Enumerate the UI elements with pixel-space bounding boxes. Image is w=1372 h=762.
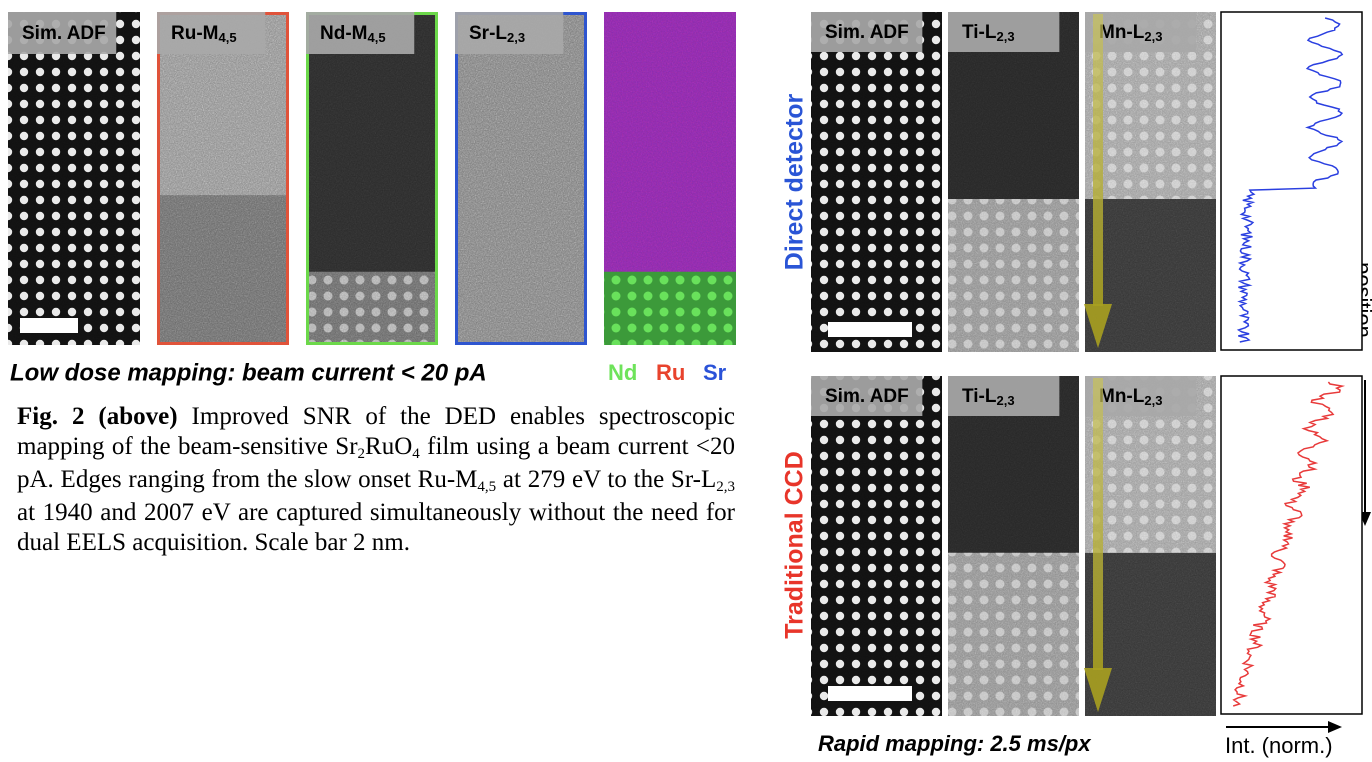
label-box [1085, 12, 1197, 52]
panel-label-text: Sim. ADF [22, 23, 106, 44]
panel-label-text: Ru-M [171, 23, 218, 44]
panel-label: Sim. ADF [825, 22, 909, 43]
caption-text: at 279 eV to the Sr-L [496, 466, 717, 493]
guide-arrow [1093, 14, 1103, 306]
panel-label-text: Ti-L [962, 386, 997, 407]
label-box [811, 376, 923, 416]
caption-text: RuO [365, 433, 413, 460]
profile-frame [1220, 375, 1363, 715]
panel-label-sub: 4,5 [367, 30, 385, 45]
panel-label-text: Mn-L [1099, 22, 1145, 43]
scale-bar [20, 318, 78, 333]
caption-text: Improved SNR of the DED enables spectros… [17, 403, 735, 460]
panel-label: Ru-M4,5 [171, 23, 237, 45]
label-box [948, 12, 1060, 52]
caption-text: at 1940 and 2007 eV are captured simulta… [17, 499, 735, 556]
panel-label: Ti-L2,3 [962, 386, 1015, 408]
caption-lead: Fig. 2 (above) [17, 403, 178, 430]
panel-label-sub: 2,3 [1144, 393, 1162, 408]
panel-label-text: Mn-L [1099, 386, 1145, 407]
label-box [811, 12, 923, 52]
image-layer [1085, 376, 1216, 716]
image-layer [948, 376, 1079, 716]
profile-frame [1220, 11, 1363, 351]
scale-bar [828, 322, 912, 337]
image-layer [1085, 12, 1216, 352]
panel-label: Sr-L2,3 [469, 23, 525, 45]
figure-caption: Fig. 2 (above) Improved SNR of the DED e… [17, 402, 735, 558]
caption-sub: 2 [357, 446, 366, 462]
row-label: Traditional CCD [781, 451, 809, 639]
panel-label: Sim. ADF [22, 23, 106, 44]
image-layer [604, 271, 736, 345]
label-box [1085, 376, 1197, 416]
label-box [157, 12, 266, 54]
caption-sub: 4,5 [477, 479, 497, 495]
right-caption: Rapid mapping: 2.5 ms/px [818, 731, 1091, 756]
panel-label-sub: 4,5 [218, 30, 236, 45]
guide-arrow [1093, 378, 1103, 670]
panel-label: Mn-L2,3 [1099, 386, 1162, 408]
label-box [948, 376, 1060, 416]
image-layer [811, 376, 942, 716]
intensity-profile [1232, 381, 1346, 707]
caption-sub: 2,3 [716, 479, 735, 495]
panel-label-sub: 2,3 [996, 393, 1014, 408]
panel-label-text: Ti-L [962, 22, 997, 43]
panel-label-sub: 2,3 [507, 30, 525, 45]
panel-label-text: Sim. ADF [825, 386, 909, 407]
left-caption: Low dose mapping: beam current < 20 pA [10, 359, 487, 386]
panel-label: Sim. ADF [825, 386, 909, 407]
label-box [8, 12, 117, 54]
intensity-profile [1236, 17, 1344, 343]
image-layer [306, 12, 438, 345]
image-layer [8, 12, 140, 345]
intensity-arrow-head [1328, 721, 1342, 733]
guide-arrow-head [1084, 668, 1112, 712]
label-box [455, 12, 564, 54]
caption-sub: 4 [412, 446, 420, 462]
legend-sr: Sr [703, 360, 727, 385]
legend-nd: Nd [608, 360, 637, 385]
panel-label-text: Nd-M [320, 23, 367, 44]
image-layer [948, 12, 1079, 352]
panel-label-text: Sim. ADF [825, 22, 909, 43]
image-layer [811, 12, 942, 352]
image-layer [157, 12, 289, 345]
guide-arrow-head [1084, 304, 1112, 348]
panel-label-text: Sr-L [469, 23, 507, 44]
intensity-label: Int. (norm.) [1225, 733, 1333, 758]
row-label: Direct detector [781, 94, 809, 271]
panel-label: Mn-L2,3 [1099, 22, 1162, 44]
panel-label-sub: 2,3 [996, 29, 1014, 44]
legend-ru: Ru [656, 360, 685, 385]
caption-text: film using a beam current <20 pA. Edges … [17, 433, 735, 493]
panel-label-sub: 2,3 [1144, 29, 1162, 44]
scale-bar [828, 686, 912, 701]
label-box [306, 12, 415, 54]
panel-label: Ti-L2,3 [962, 22, 1015, 44]
panel-label: Nd-M4,5 [320, 23, 386, 45]
image-layer [455, 12, 587, 345]
